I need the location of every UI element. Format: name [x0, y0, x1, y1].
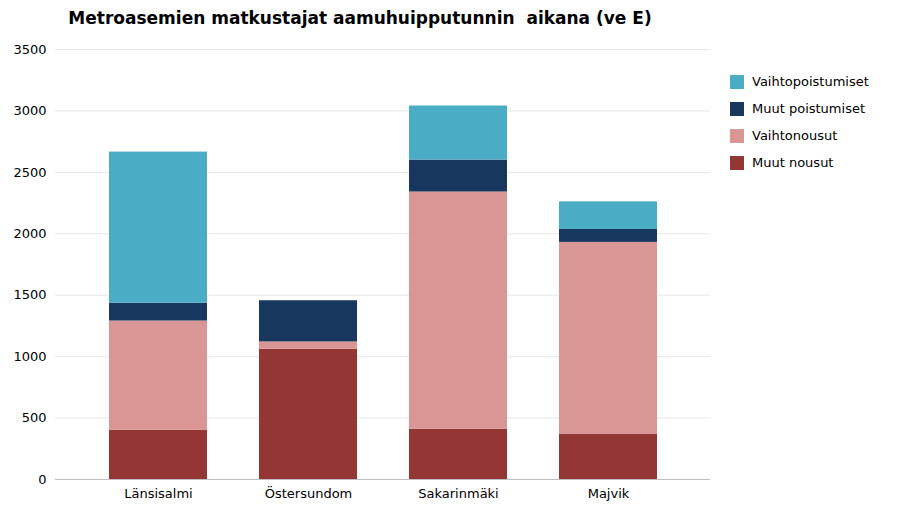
svg-text:Majvik: Majvik — [588, 486, 630, 501]
svg-text:0: 0 — [38, 472, 46, 487]
svg-text:1000: 1000 — [13, 349, 46, 364]
svg-text:2000: 2000 — [13, 226, 46, 241]
html-text:Metroasemien matkustajat aamuh: Metroasemien matkustajat aamuhuipputunni… — [68, 8, 652, 28]
html-text:Vaihtonousut: Vaihtonousut — [752, 128, 838, 143]
html-text:Muut nousut: Muut nousut — [752, 155, 834, 170]
svg-text:Sakarinmäki: Sakarinmäki — [418, 486, 498, 501]
svg-text:1500: 1500 — [13, 287, 46, 302]
svg-text:500: 500 — [22, 410, 47, 425]
svg-text:3500: 3500 — [13, 42, 46, 57]
svg-text:Östersundom: Östersundom — [265, 485, 353, 501]
html-text:Vaihtopoistumiset: Vaihtopoistumiset — [752, 74, 869, 89]
html-text:Muut poistumiset: Muut poistumiset — [752, 101, 865, 116]
svg-text:3000: 3000 — [13, 103, 46, 118]
svg-text:Länsisalmi: Länsisalmi — [124, 486, 192, 501]
svg-text:2500: 2500 — [13, 165, 46, 180]
